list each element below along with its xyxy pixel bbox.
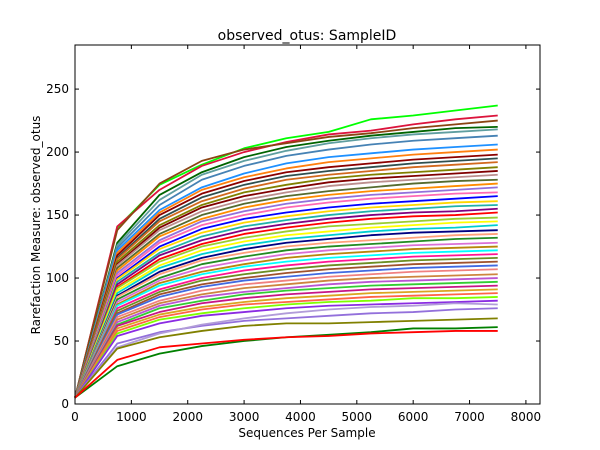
x-axis-label: Sequences Per Sample [238,426,375,440]
x-tick-label: 2000 [172,410,203,424]
series-line-12 [74,166,498,398]
series-line-35 [74,260,498,399]
y-tick-label: 250 [46,82,69,96]
series-line-16 [74,182,498,398]
series-line-44 [74,296,498,399]
series-line-2 [74,114,498,398]
y-tick-label: 150 [46,208,69,222]
x-tick-label: 8000 [511,410,542,424]
series-line-3 [74,119,498,398]
series-line-19 [74,195,498,398]
series-line-13 [74,170,498,398]
chart-title: observed_otus: SampleID [218,28,397,44]
series-line-6 [74,134,498,398]
y-tick-label: 100 [46,271,69,285]
series-line-32 [74,249,498,399]
series-line-4 [74,125,498,398]
series-line-41 [74,284,498,399]
series-line-46 [74,307,498,399]
series-line-26 [74,224,498,399]
x-tick-label: 3000 [229,410,260,424]
series-line-15 [74,178,498,398]
series-line-37 [74,268,498,399]
series-line-33 [74,253,498,399]
series-line-17 [74,186,498,398]
series-line-45 [74,299,498,399]
x-tick-label: 6000 [398,410,429,424]
series-line-18 [74,191,498,398]
series-line-30 [74,241,498,399]
series-line-27 [74,229,498,399]
series-line-11 [74,161,498,398]
series-line-14 [74,173,498,398]
series-line-40 [74,280,498,399]
series-line-47 [74,302,498,399]
series-layer [74,104,498,399]
series-line-42 [74,288,498,399]
series-line-31 [74,245,498,399]
series-line-5 [74,128,498,398]
ticks-layer: 0 1000 2000 3000 4000 5000 6000 7000 8000 0 50 100 1… [46,45,541,424]
x-tick-label: 1000 [116,410,147,424]
series-line-34 [74,256,498,399]
series-line-24 [74,216,498,399]
series-line-50 [74,330,498,399]
series-line-39 [74,277,498,399]
y-tick-label: 0 [61,397,69,411]
x-tick-label: 7000 [454,410,485,424]
y-tick-label: 200 [46,145,69,159]
x-tick-label: 4000 [285,410,316,424]
y-axis-label: Rarefaction Measure: observed_otus [29,116,43,335]
plot-frame [74,44,541,405]
series-line-43 [74,292,498,399]
series-line-48 [74,317,498,399]
series-line-25 [74,220,498,399]
series-line-21 [74,204,498,399]
y-tick-label: 50 [54,334,69,348]
series-line-9 [74,153,498,398]
series-line-20 [74,200,498,399]
series-line-7 [74,143,498,398]
series-line-36 [74,264,498,399]
series-line-8 [74,148,498,398]
series-line-28 [74,233,498,399]
x-tick-label: 5000 [342,410,373,424]
series-line-22 [74,207,498,399]
series-line-29 [74,236,498,399]
series-line-38 [74,273,498,399]
series-line-10 [74,157,498,398]
series-line-23 [74,211,498,399]
x-tick-label: 0 [71,410,79,424]
